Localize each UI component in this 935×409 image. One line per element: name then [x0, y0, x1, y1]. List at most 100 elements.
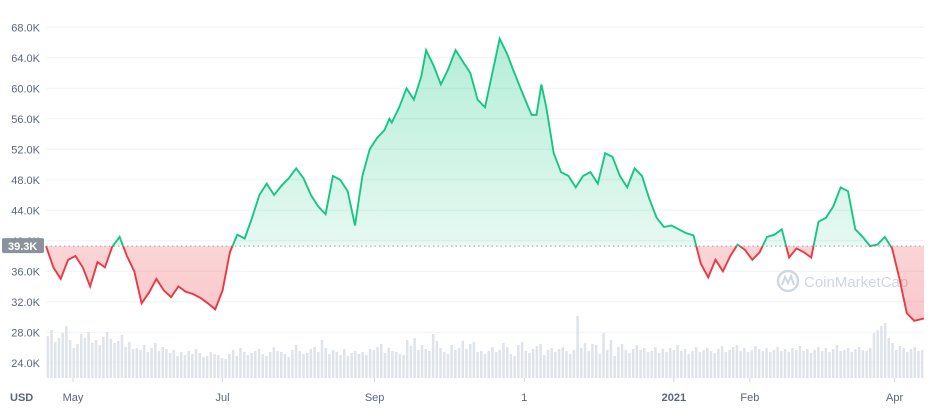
- volume-bar: [79, 334, 83, 378]
- volume-bar: [728, 350, 731, 378]
- volume-bar: [491, 347, 494, 378]
- volume-bar: [46, 336, 50, 378]
- volume-bar: [557, 349, 561, 378]
- volume-bar: [198, 353, 201, 378]
- volume-bar: [835, 345, 839, 378]
- volume-bar: [765, 348, 768, 378]
- volume-bar: [783, 349, 787, 378]
- volume-bar: [298, 351, 302, 378]
- volume-bar: [265, 356, 268, 378]
- volume-bar: [105, 332, 109, 378]
- volume-bar: [583, 343, 587, 378]
- volume-bar: [598, 354, 602, 378]
- volume-bar: [554, 352, 557, 378]
- volume-bar: [224, 359, 227, 378]
- y-tick-label: 32.0K: [11, 297, 40, 309]
- volume-bar: [687, 354, 691, 378]
- volume-bar: [843, 350, 846, 378]
- volume-bar: [613, 356, 616, 378]
- volume-bar: [869, 348, 872, 378]
- volume-bar: [524, 351, 528, 378]
- volume-bar: [594, 345, 598, 378]
- volume-bar: [168, 353, 172, 378]
- volume-bar: [817, 347, 820, 378]
- volume-bar: [268, 352, 272, 378]
- volume-bar: [617, 347, 620, 378]
- volume-bar: [750, 350, 753, 378]
- volume-bar: [706, 348, 709, 378]
- volume-bar: [91, 343, 94, 378]
- volume-bar: [591, 344, 594, 378]
- volume-bar: [405, 340, 409, 378]
- volume-bar: [187, 351, 190, 378]
- volume-bar: [846, 348, 850, 378]
- volume-bar: [213, 354, 216, 378]
- price-line-down[interactable]: [45, 39, 925, 322]
- x-tick-label: Feb: [740, 392, 759, 404]
- volume-bar: [465, 349, 468, 378]
- volume-bar: [606, 350, 609, 378]
- volume-bar: [635, 345, 639, 378]
- volume-bar: [413, 338, 416, 378]
- currency-label: USD: [10, 392, 33, 404]
- volume-bar: [254, 351, 257, 378]
- volume-bar: [735, 345, 739, 378]
- y-tick-label: 28.0K: [11, 327, 40, 339]
- volume-bar: [350, 353, 353, 378]
- y-tick-label: 68.0K: [11, 22, 40, 34]
- volume-bar: [717, 349, 720, 378]
- volume-bar: [454, 350, 457, 378]
- volume-bar: [291, 350, 294, 378]
- baseline-badge-bg: [2, 238, 44, 254]
- volume-bar: [480, 351, 483, 378]
- volume-bar: [383, 353, 387, 378]
- volume-bar: [531, 349, 535, 378]
- volume-bar: [457, 348, 461, 378]
- volume-bar: [342, 349, 346, 378]
- y-tick-label: 52.0K: [11, 144, 40, 156]
- volume-bar: [628, 353, 631, 378]
- volume-bar: [502, 343, 505, 378]
- volume-bar: [309, 349, 313, 378]
- volume-bar: [150, 348, 153, 378]
- coinmarketcap-logo-icon: [776, 269, 800, 293]
- volume-bar: [354, 351, 357, 378]
- y-tick-label: 48.0K: [11, 175, 40, 187]
- price-line[interactable]: [45, 35, 925, 322]
- volume-bar: [724, 352, 728, 378]
- volume-bar: [380, 344, 383, 378]
- volume-bar: [580, 348, 583, 378]
- volume-bar: [546, 350, 550, 378]
- volume-bar: [205, 356, 209, 378]
- volume-bar: [798, 346, 802, 378]
- volume-bar: [639, 350, 642, 378]
- volume-bar: [154, 343, 157, 378]
- volume-bar: [65, 326, 68, 378]
- volume-bar: [861, 350, 865, 378]
- volume-bar: [335, 352, 339, 378]
- volume-bar: [909, 349, 913, 378]
- y-axis-labels: 24.0K28.0K32.0K36.0K40.0K44.0K48.0K52.0K…: [11, 22, 40, 370]
- volume-bar: [624, 350, 628, 378]
- price-line-up[interactable]: [46, 35, 924, 321]
- volume-bar: [802, 351, 805, 378]
- volume-bar: [813, 350, 816, 378]
- watermark: CoinMarketCap: [776, 269, 908, 293]
- volume-bar: [746, 352, 750, 378]
- volume-bar: [246, 355, 250, 378]
- x-tick-label: 1: [521, 392, 527, 404]
- volume-bar: [365, 355, 368, 378]
- volume-bar: [242, 352, 246, 378]
- volume-bar: [128, 342, 131, 378]
- volume-bar: [76, 344, 79, 378]
- volume-bar: [194, 349, 198, 378]
- volume-bar: [276, 351, 279, 378]
- volume-bar: [239, 348, 242, 378]
- volume-bar: [894, 350, 898, 378]
- volume-bar: [772, 350, 776, 378]
- baseline-badge-label: 39.3K: [8, 241, 37, 253]
- volume-bar: [757, 349, 761, 378]
- volume-bar: [302, 354, 305, 378]
